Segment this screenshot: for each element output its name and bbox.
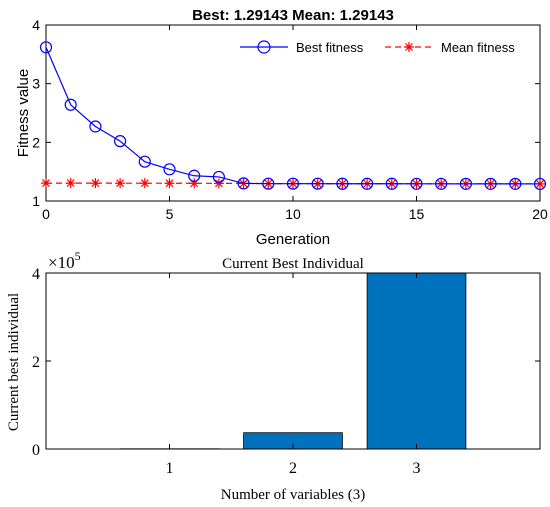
top-x-axis-label: Generation <box>256 231 330 248</box>
top-x-tick-label: 5 <box>166 206 174 222</box>
top-x-tick-label: 0 <box>42 206 50 222</box>
y-exponent-power: 5 <box>75 249 81 263</box>
best-fitness-point <box>484 177 497 190</box>
bottom-y-tick-label: 4 <box>32 266 40 283</box>
top-chart-title: Best: 1.29143 Mean: 1.29143 <box>192 7 394 24</box>
bottom-y-tick-label: 0 <box>32 442 40 459</box>
mean-fitness-point <box>213 178 224 189</box>
bottom-y-axis-label: Current best individual <box>6 293 22 431</box>
legend-mean-label: Mean fitness <box>441 40 515 55</box>
best-fitness-point <box>385 177 398 190</box>
best-fitness-point <box>286 177 300 190</box>
best-fitness-point <box>262 177 275 190</box>
best-fitness-point <box>212 170 225 184</box>
top-y-tick-label: 2 <box>32 134 40 150</box>
bottom-chart-title: Current Best Individual <box>222 256 364 272</box>
mean-fitness-point <box>139 178 150 189</box>
best-fitness-point <box>39 41 53 54</box>
top-y-tick-label: 3 <box>32 76 40 92</box>
mean-fitness-point <box>90 178 101 189</box>
bar <box>366 272 467 450</box>
best-fitness-point <box>64 98 77 111</box>
top-x-tick-label: 15 <box>409 206 425 222</box>
mean-fitness-point <box>164 178 175 189</box>
best-fitness-point <box>237 177 250 190</box>
bottom-x-tick-label: 3 <box>413 460 421 477</box>
top-x-tick-label: 10 <box>285 206 301 222</box>
legend-mean-asterisk <box>404 42 414 52</box>
y-exponent-base: ×10 <box>48 253 75 272</box>
bottom-x-axis-label: Number of variables (3) <box>221 487 366 503</box>
mean-fitness-point <box>41 178 51 189</box>
best-fitness-point <box>533 177 547 191</box>
best-individual-chart: Current Best Individual Current best ind… <box>6 249 541 503</box>
top-y-tick-label: 1 <box>32 193 40 209</box>
legend-best-label: Best fitness <box>296 40 364 55</box>
best-fitness-point <box>311 177 324 190</box>
top-y-axis-label: Fitness value <box>15 69 32 157</box>
bottom-x-tick-label: 1 <box>166 460 174 477</box>
bottom-y-tick-label: 2 <box>32 354 40 371</box>
y-exponent-label: ×105 <box>48 249 81 272</box>
best-fitness-point <box>336 177 349 190</box>
best-fitness-point <box>435 177 448 190</box>
best-fitness-point <box>459 177 472 190</box>
top-y-tick-label: 4 <box>32 17 40 33</box>
fitness-chart: Best: 1.29143 Mean: 1.29143 Fitness valu… <box>15 7 548 248</box>
top-legend: Best fitness Mean fitness <box>240 40 515 55</box>
best-fitness-point <box>138 155 151 168</box>
best-fitness-point <box>509 177 522 190</box>
legend-best-marker <box>257 40 271 54</box>
bottom-x-tick-label: 2 <box>289 460 297 477</box>
best-fitness-point <box>89 120 102 133</box>
best-fitness-point <box>410 177 423 190</box>
best-fitness-point <box>188 169 201 182</box>
best-fitness-point <box>361 177 374 190</box>
best-fitness-line <box>45 47 541 185</box>
best-fitness-point <box>113 135 127 148</box>
best-fitness-point <box>163 163 176 176</box>
top-x-tick-label: 20 <box>532 206 548 222</box>
mean-fitness-point <box>115 178 126 189</box>
legend-mean-marker <box>404 42 414 52</box>
mean-fitness-point <box>65 178 76 189</box>
